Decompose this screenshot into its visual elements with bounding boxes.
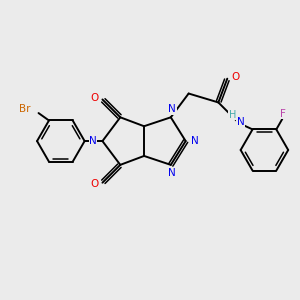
Text: F: F bbox=[280, 109, 286, 119]
Text: N: N bbox=[89, 136, 97, 146]
Text: N: N bbox=[168, 168, 176, 178]
Text: N: N bbox=[237, 117, 244, 127]
Text: N: N bbox=[168, 104, 176, 114]
Text: O: O bbox=[90, 93, 98, 103]
Text: N: N bbox=[191, 136, 199, 146]
Text: O: O bbox=[90, 179, 98, 189]
Text: Br: Br bbox=[20, 104, 31, 114]
Text: O: O bbox=[232, 72, 240, 82]
Text: H: H bbox=[229, 110, 236, 120]
